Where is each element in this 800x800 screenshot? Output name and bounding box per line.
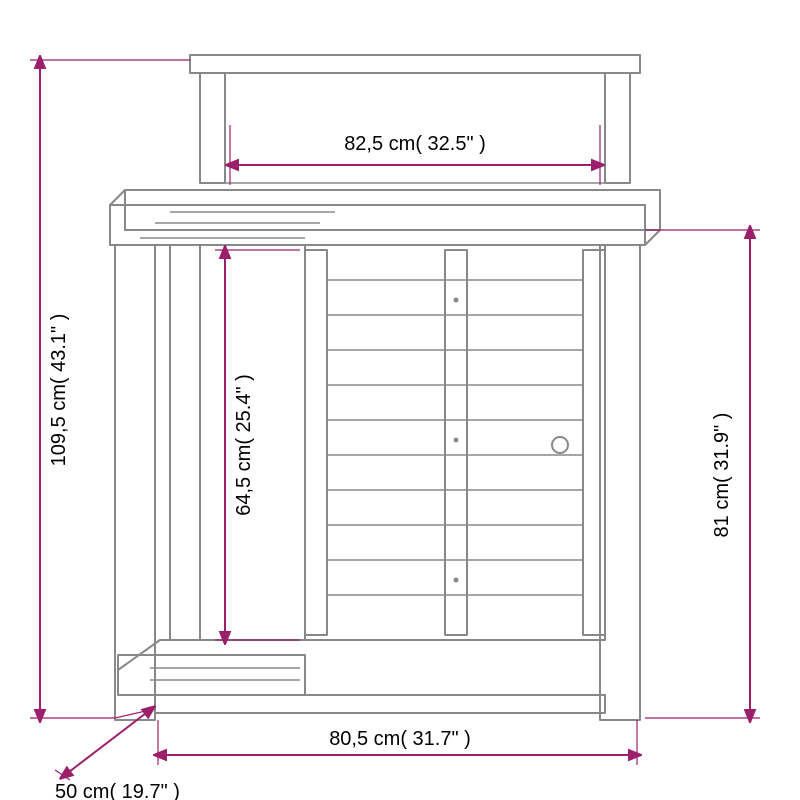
label-overall-height: 109,5 cm( 43.1" ) — [48, 314, 70, 467]
label-overall-width: 80,5 cm( 31.7" ) — [329, 728, 471, 750]
label-depth: 50 cm( 19.7" ) — [55, 781, 180, 800]
dimension-labels: 82,5 cm( 32.5" ) 109,5 cm( 43.1" ) 64,5 … — [48, 133, 733, 800]
label-worktop-height: 81 cm( 31.9" ) — [711, 413, 733, 538]
label-cabinet-height: 64,5 cm( 25.4" ) — [233, 374, 255, 516]
dimension-diagram: 82,5 cm( 32.5" ) 109,5 cm( 43.1" ) 64,5 … — [0, 0, 800, 800]
label-top-inner-width: 82,5 cm( 32.5" ) — [344, 133, 486, 155]
